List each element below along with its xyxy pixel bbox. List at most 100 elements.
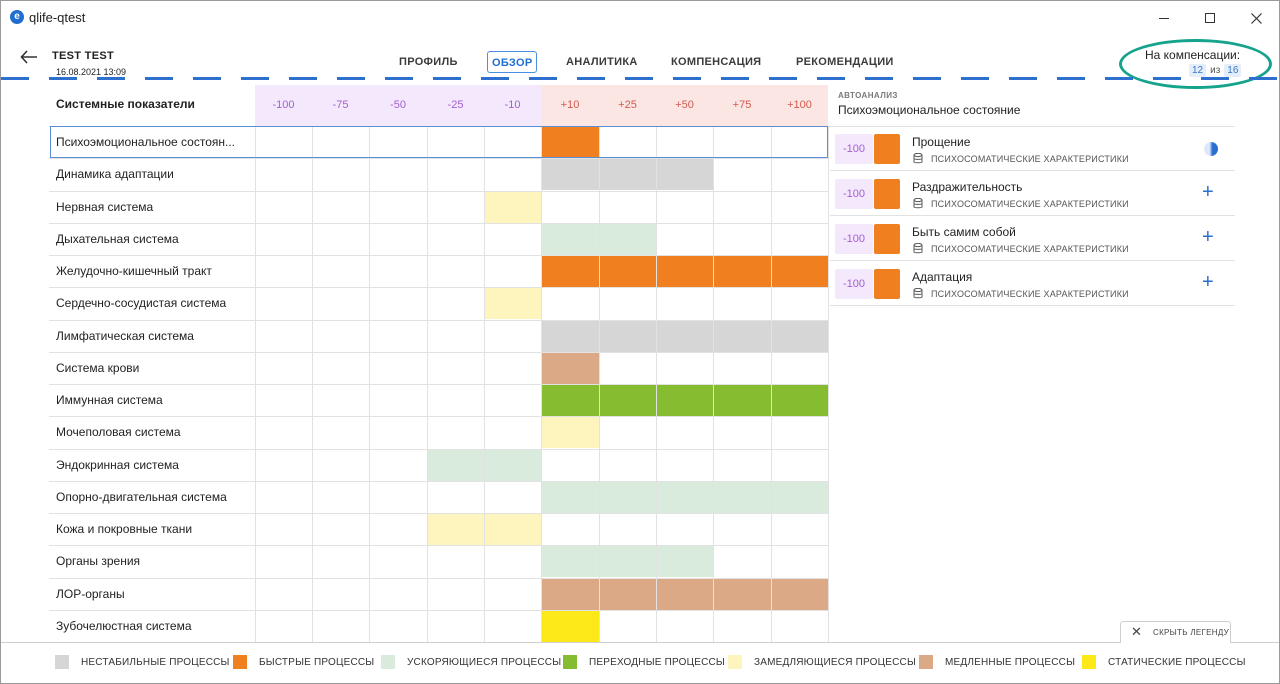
process-cell-slow xyxy=(599,578,656,610)
highlight-oval xyxy=(1119,39,1272,89)
column-header: +100 xyxy=(771,85,828,126)
hide-legend-label: СКРЫТЬ ЛЕГЕНДУ xyxy=(1153,628,1230,637)
process-swatch xyxy=(874,269,900,299)
legend-swatch xyxy=(728,655,742,669)
grid-column-line xyxy=(484,126,485,642)
legend-label: УСКОРЯЮЩИЕСЯ ПРОЦЕССЫ xyxy=(407,657,562,668)
database-icon xyxy=(913,243,923,254)
process-cell-accelerating xyxy=(541,481,599,513)
legend-label: БЫСТРЫЕ ПРОЦЕССЫ xyxy=(259,657,375,668)
session-date: 16.08.2021 13:09 xyxy=(56,67,127,77)
system-row-label[interactable]: ЛОР-органы xyxy=(56,586,125,601)
process-cell-fast xyxy=(771,256,828,287)
process-swatch xyxy=(874,224,900,254)
autoanalysis-item[interactable]: -100 Быть самим собой ПСИХОСОМАТИЧЕСКИЕ ХА… xyxy=(830,217,1235,261)
close-button[interactable] xyxy=(1236,5,1276,31)
tab-recommendations[interactable]: РЕКОМЕНДАЦИИ xyxy=(796,56,894,68)
close-icon xyxy=(1250,12,1262,24)
grid-column-line xyxy=(255,126,256,642)
process-cell-slow xyxy=(771,578,828,610)
plus-icon[interactable]: + xyxy=(1202,181,1214,203)
system-row-label[interactable]: Динамика адаптации xyxy=(56,167,174,182)
process-cell-unstable xyxy=(541,159,599,191)
column-header: -50 xyxy=(369,85,427,126)
grid-column-line xyxy=(427,126,428,642)
system-row-label[interactable]: Желудочно-кишечный тракт xyxy=(56,264,212,278)
value-badge: -100 xyxy=(835,269,873,299)
database-icon xyxy=(913,198,923,209)
grid-column-line xyxy=(713,126,714,642)
process-cell-accelerating xyxy=(771,481,828,513)
process-cell-accelerating xyxy=(541,546,599,578)
grid-row-line xyxy=(49,416,828,418)
tab-profile[interactable]: ПРОФИЛЬ xyxy=(399,56,458,68)
database-icon xyxy=(913,288,923,299)
system-indicators-title: Системные показатели xyxy=(56,97,195,111)
system-row-label[interactable]: Психоэмоциональное состоян... xyxy=(56,135,235,149)
value-badge: -100 xyxy=(835,134,873,164)
system-row-label[interactable]: Сердечно-сосудистая система xyxy=(56,296,227,311)
process-cell-slow xyxy=(541,578,599,610)
grid-row-line xyxy=(49,513,828,514)
legend-label: ЗАМЕДЛЯЮЩИЕСЯ ПРОЦЕССЫ xyxy=(754,657,917,668)
minimize-button[interactable] xyxy=(1144,5,1184,31)
hide-legend-button[interactable]: ✕ СКРЫТЬ ЛЕГЕНДУ xyxy=(1120,621,1231,643)
plus-icon[interactable]: + xyxy=(1202,271,1214,293)
tab-compensation[interactable]: КОМПЕНСАЦИЯ xyxy=(671,56,762,68)
legend-swatch xyxy=(563,655,577,669)
legend-swatch xyxy=(233,655,247,669)
autoanalysis-item[interactable]: -100 Адаптация ПСИХОСОМАТИЧЕСКИЕ ХАРАКТЕРИ… xyxy=(830,262,1235,306)
process-cell-slowing xyxy=(484,288,541,320)
system-row-label[interactable]: Дыхательная система xyxy=(56,231,179,246)
process-cell-accelerating xyxy=(599,546,656,578)
grid-column-line xyxy=(541,126,542,642)
legend-swatch xyxy=(1082,655,1096,669)
column-header: +50 xyxy=(656,85,713,126)
system-row-label[interactable]: Кожа и покровные ткани xyxy=(56,522,193,536)
grid-column-line xyxy=(656,126,657,642)
process-cell-accelerating xyxy=(599,481,656,513)
process-cell-accelerating xyxy=(713,481,771,513)
autoanalysis-item[interactable]: -100 Раздражительность ПСИХОСОМАТИЧЕСКИЕ Х… xyxy=(830,172,1235,216)
system-row-label[interactable]: Нервная система xyxy=(56,199,154,214)
legend-label: НЕСТАБИЛЬНЫЕ ПРОЦЕССЫ xyxy=(81,657,230,668)
tab-analytics[interactable]: АНАЛИТИКА xyxy=(566,56,638,68)
process-cell-unstable xyxy=(599,320,656,352)
maximize-button[interactable] xyxy=(1190,5,1230,31)
minimize-icon xyxy=(1159,17,1169,19)
plus-icon[interactable]: + xyxy=(1202,226,1214,248)
system-row-label[interactable]: Система крови xyxy=(56,360,140,375)
process-cell-slow xyxy=(541,352,599,384)
system-row-label[interactable]: Мочеполовая система xyxy=(56,425,181,440)
tab-overview[interactable]: ОБЗОР xyxy=(487,51,538,73)
process-cell-slowing xyxy=(484,514,541,545)
process-cell-accelerating xyxy=(541,223,599,255)
autoanalysis-item[interactable]: -100 Прощение ПСИХОСОМАТИЧЕСКИЕ ХАРАКТЕРИС… xyxy=(830,127,1235,171)
system-row-label[interactable]: Опорно-двигательная система xyxy=(56,489,227,504)
system-row-label[interactable]: Эндокринная система xyxy=(56,457,179,472)
system-row-label[interactable]: Зубочелюстная система xyxy=(56,618,192,633)
legend-label: ПЕРЕХОДНЫЕ ПРОЦЕССЫ xyxy=(589,657,725,668)
system-row-label[interactable]: Органы зрения xyxy=(56,554,141,569)
compensation-counter: На компенсации: 12 из 16 xyxy=(1119,39,1274,89)
grid-row-line xyxy=(49,545,828,547)
legend-label: СТАТИЧЕСКИЕ ПРОЦЕССЫ xyxy=(1108,657,1246,668)
system-row-label[interactable]: Иммунная система xyxy=(56,393,163,407)
back-arrow-icon[interactable] xyxy=(19,47,39,67)
process-cell-fast xyxy=(541,256,599,287)
process-cell-accelerating xyxy=(599,223,656,255)
grid-column-line xyxy=(312,126,313,642)
column-header: -75 xyxy=(312,85,369,126)
item-name: Адаптация xyxy=(912,270,973,284)
legend-label: МЕДЛЕННЫЕ ПРОЦЕССЫ xyxy=(945,657,1076,668)
grid-row-line xyxy=(49,255,828,256)
process-cell-accelerating xyxy=(427,449,484,481)
process-cell-transitional xyxy=(771,385,828,416)
process-cell-unstable xyxy=(713,320,771,352)
process-cell-slowing xyxy=(484,191,541,223)
half-circle-icon[interactable] xyxy=(1204,142,1218,156)
system-row-label[interactable]: Лимфатическая система xyxy=(56,328,194,343)
grid-row-line xyxy=(49,577,828,579)
close-icon: ✕ xyxy=(1131,624,1142,639)
process-cell-transitional xyxy=(599,385,656,416)
